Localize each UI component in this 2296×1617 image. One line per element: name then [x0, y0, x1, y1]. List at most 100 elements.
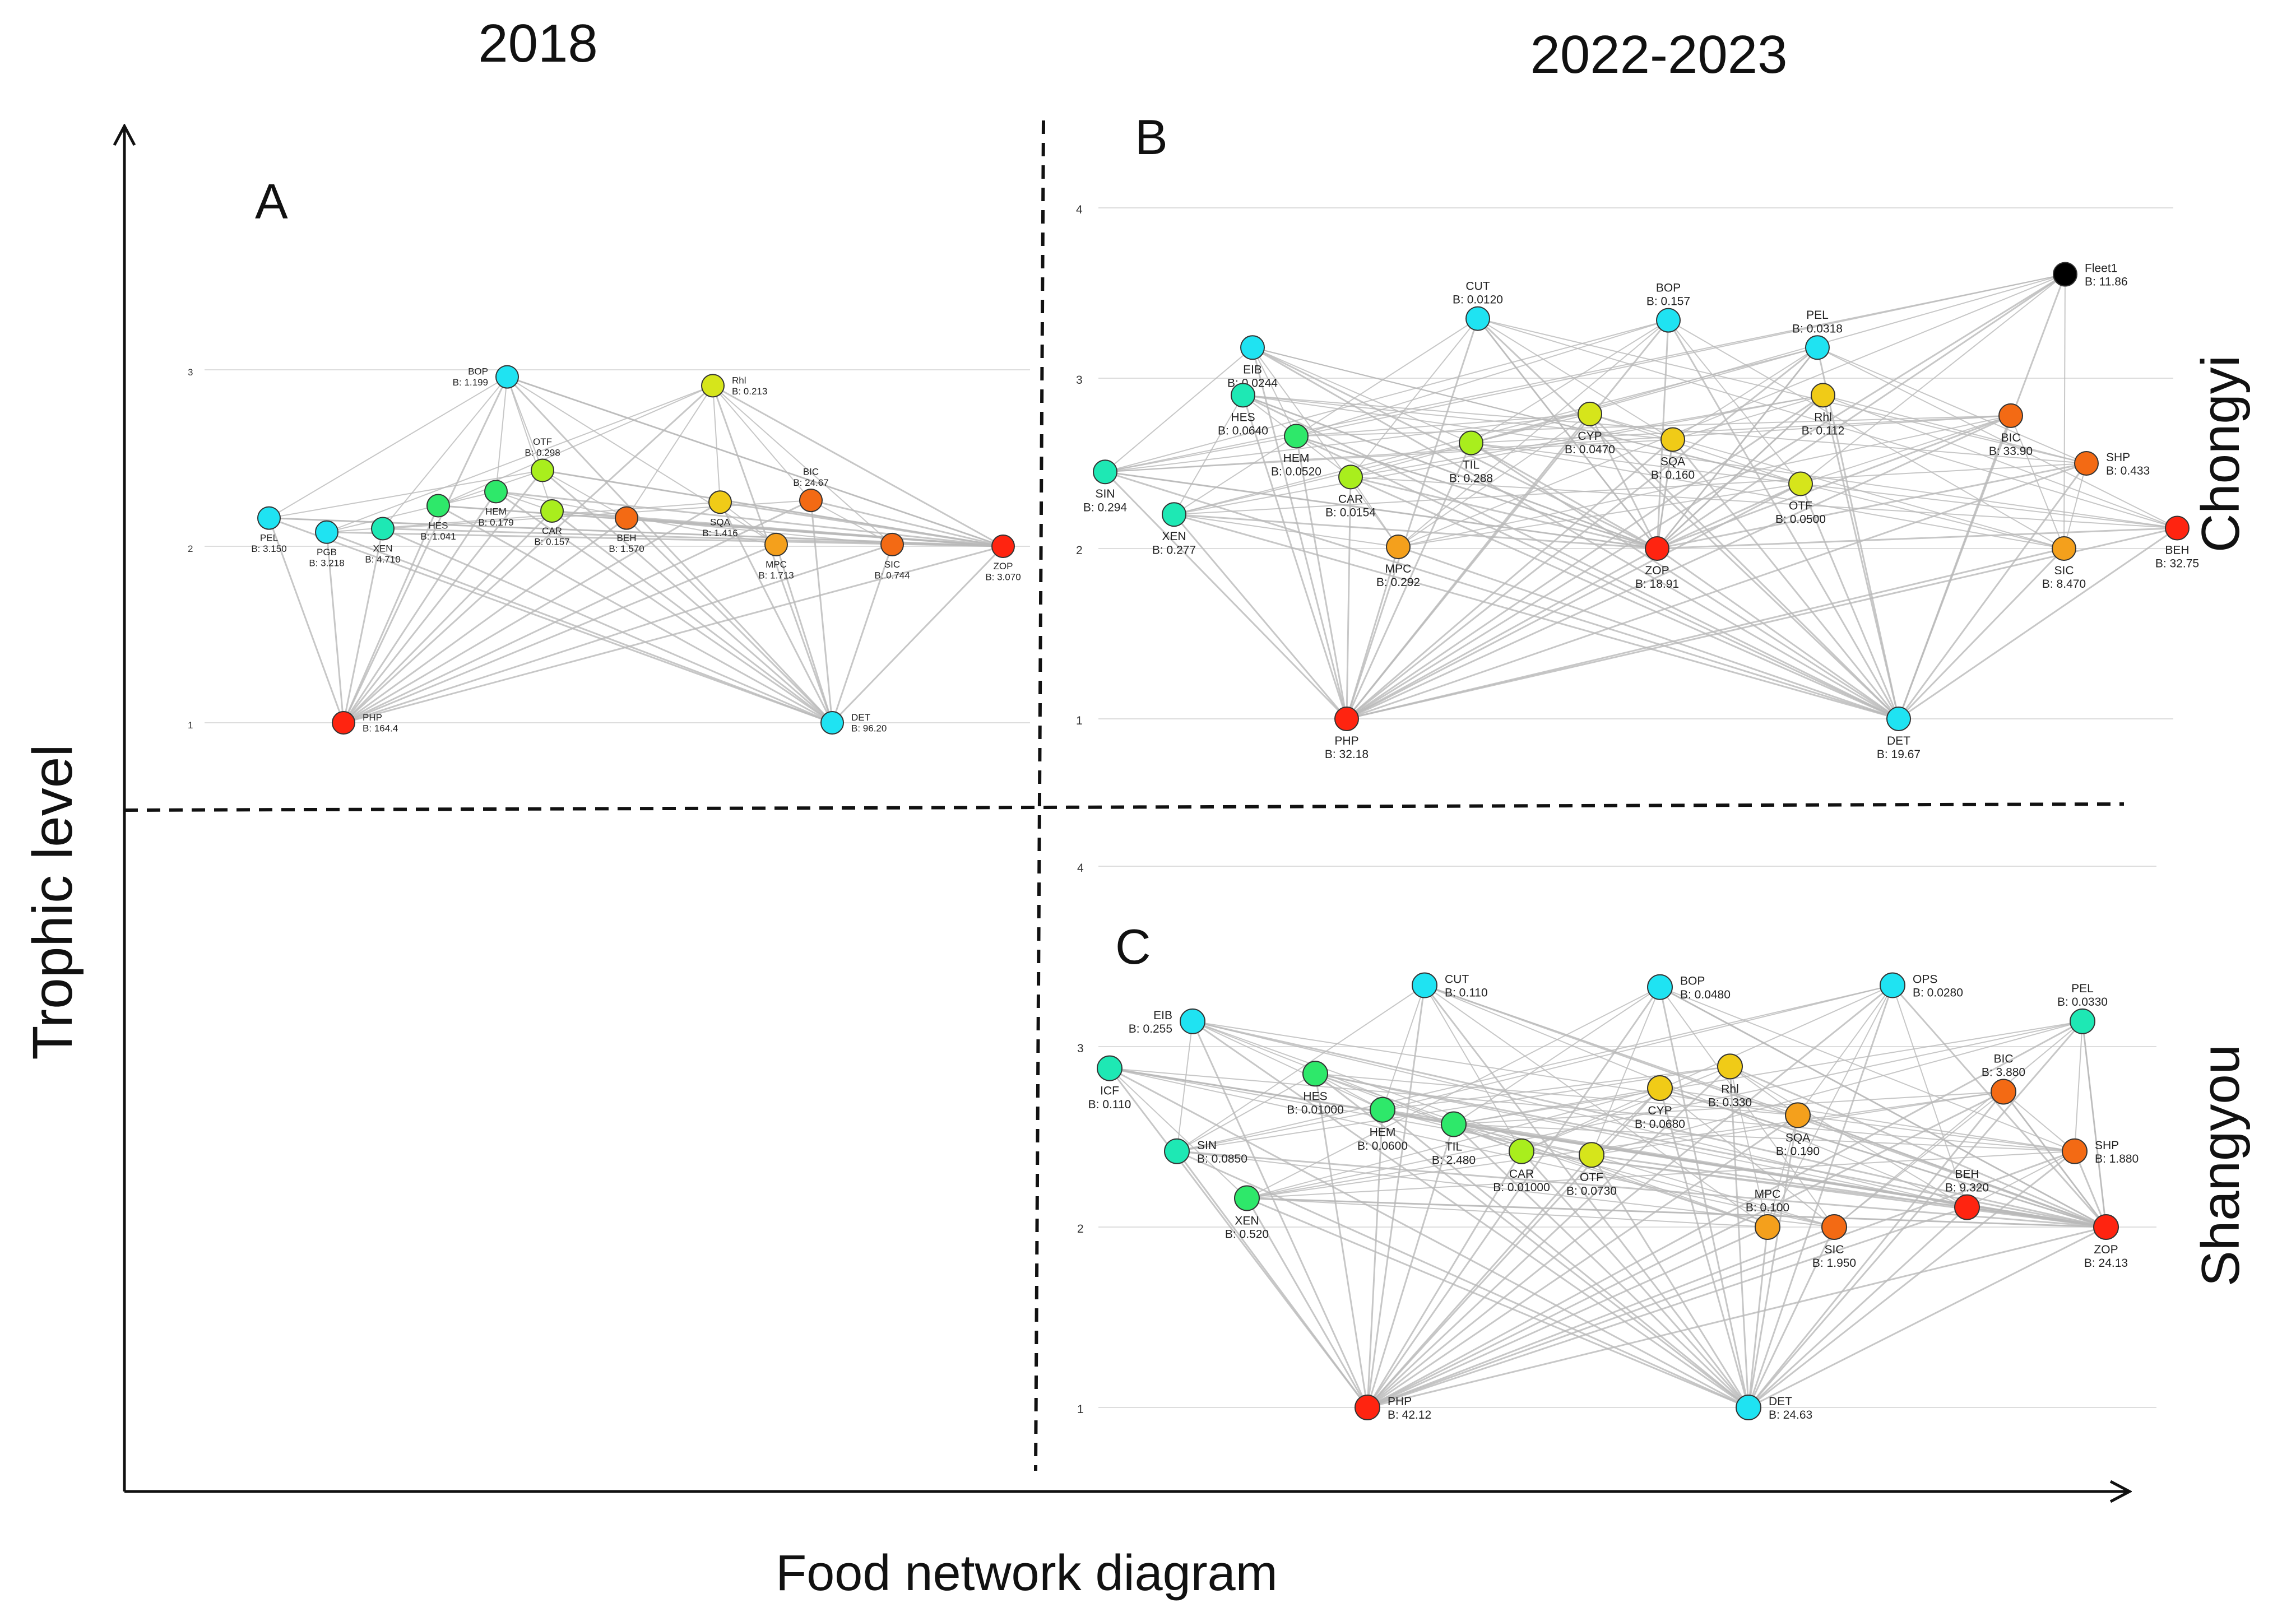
node-name-label: EIB — [1243, 363, 1262, 376]
x-axis-label: Food network diagram — [776, 1545, 1277, 1601]
food-link-edge — [1423, 984, 1750, 1408]
node-biomass-label: B: 24.13 — [2084, 1257, 2128, 1270]
node-biomass-label: B: 0.0680 — [1635, 1118, 1685, 1131]
food-link-edge — [2010, 415, 2065, 549]
food-link-edge — [1173, 318, 1478, 515]
node-biomass-label: B: 0.288 — [1449, 472, 1493, 485]
node-biomass-label: B: 32.18 — [1325, 748, 1369, 761]
food-link-edge — [831, 544, 893, 723]
species-node-marker — [1509, 1138, 1534, 1164]
species-node-marker — [1302, 1061, 1328, 1087]
node-biomass-label: B: 0.0600 — [1357, 1140, 1408, 1153]
food-link-edge — [1591, 1020, 2083, 1156]
node-name-label: DET — [851, 712, 870, 723]
food-link-edge — [1834, 1021, 2083, 1228]
food-link-edge — [1822, 394, 2178, 529]
food-link-edge — [1173, 514, 1348, 719]
node-name-label: SIN — [1095, 487, 1115, 500]
food-link-edge — [810, 500, 833, 723]
node-name-label: OPS — [1913, 973, 1937, 986]
food-link-edge — [1453, 1088, 1660, 1125]
food-link-edge — [1296, 415, 2011, 437]
node-name-label: SIN — [1197, 1139, 1217, 1152]
food-link-edge — [1424, 984, 1968, 1208]
food-link-edge — [1350, 476, 1899, 720]
food-link-edge — [1176, 1073, 1316, 1152]
node-biomass-label: B: 0.179 — [478, 517, 513, 528]
food-link-edge — [1898, 415, 2012, 719]
food-link-edge — [1176, 1150, 1369, 1408]
node-biomass-label: B: 3.880 — [1982, 1066, 2025, 1079]
food-link-edge — [1109, 1067, 1835, 1228]
food-link-edge — [1346, 477, 1352, 719]
food-link-edge — [1105, 471, 1658, 550]
node-biomass-label: B: 0.255 — [1129, 1023, 1172, 1035]
food-link-edge — [1192, 1020, 1768, 1228]
food-link-edge — [1367, 984, 1893, 1409]
food-link-edge — [1471, 273, 2066, 444]
species-node-marker — [531, 458, 554, 482]
food-link-edge — [2081, 1021, 2107, 1228]
node-name-label: SQA — [1660, 455, 1685, 468]
node-biomass-label: B: 0.433 — [2106, 464, 2150, 477]
node-biomass-label: B: 0.0480 — [1680, 988, 1731, 1001]
node-biomass-label: B: 8.470 — [2042, 578, 2086, 591]
food-link-edge — [2074, 1021, 2083, 1151]
node-biomass-label: B: 0.520 — [1225, 1228, 1269, 1241]
species-node-marker — [1231, 383, 1255, 408]
y-tick-label: 2 — [1076, 544, 1083, 557]
food-link-edge — [1192, 1020, 1749, 1409]
species-node-marker — [1459, 430, 1483, 456]
food-link-edge — [1246, 1197, 1768, 1228]
food-link-edge — [1729, 1066, 1968, 1208]
node-biomass-label: B: 0.0500 — [1775, 513, 1826, 526]
y-tick-label: 2 — [188, 543, 193, 554]
edges — [1108, 984, 2107, 1409]
food-link-edge — [1346, 527, 2178, 720]
food-link-edge — [1176, 984, 1425, 1152]
edges — [268, 376, 1004, 724]
food-link-edge — [1657, 415, 2011, 550]
food-link-edge — [1173, 394, 1244, 515]
species-node-marker — [1811, 383, 1835, 408]
food-link-edge — [1797, 984, 1893, 1116]
food-link-edge — [1747, 1020, 2084, 1408]
food-link-edge — [831, 545, 1004, 724]
food-link-edge — [1109, 1067, 2075, 1152]
food-link-edge — [1346, 547, 1658, 720]
species-node-marker — [495, 365, 519, 389]
food-link-edge — [1424, 984, 2107, 1228]
node-name-label: CAR — [542, 526, 562, 536]
species-node-marker — [1093, 459, 1117, 485]
node-name-label: PGB — [317, 547, 337, 557]
food-link-edge — [1898, 463, 2088, 719]
node-name-label: HES — [1303, 1090, 1327, 1103]
species-node-marker — [1717, 1053, 1743, 1080]
species-node-marker — [257, 506, 281, 530]
node-name-label: MPC — [1755, 1188, 1781, 1201]
node-name-label: SHP — [2106, 451, 2130, 464]
food-link-edge — [343, 499, 811, 724]
food-link-edge — [712, 385, 893, 545]
species-node-marker — [1821, 1214, 1847, 1240]
node-biomass-label: B: 3.218 — [309, 557, 344, 568]
food-link-edge — [1590, 1154, 1750, 1408]
node-biomass-label: B: 0.292 — [1376, 576, 1420, 589]
food-link-edge — [1296, 435, 1658, 550]
food-link-edge — [1176, 1109, 1383, 1152]
food-link-edge — [1367, 1091, 2004, 1409]
food-link-edge — [343, 543, 777, 724]
species-node-marker — [1645, 536, 1669, 561]
food-link-edge — [1471, 442, 1801, 485]
